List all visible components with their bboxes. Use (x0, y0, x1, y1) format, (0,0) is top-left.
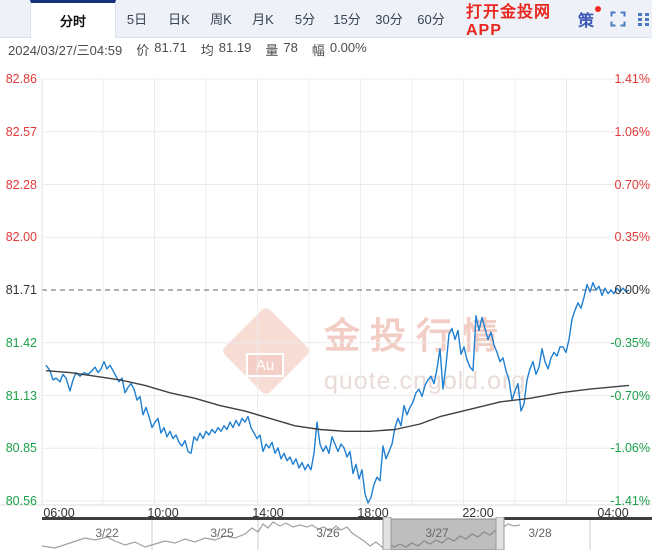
open-app-link[interactable]: 打开金投网APP (466, 3, 552, 39)
tab-time-share[interactable]: 分时 (30, 0, 116, 38)
y-axis-label-right: 1.06% (614, 124, 650, 139)
y-axis-label-right: 0.35% (614, 230, 650, 245)
y-axis-label-left: 82.28 (5, 177, 37, 192)
volume-value: 78 (283, 39, 298, 55)
y-axis-label-right: -0.70% (610, 388, 650, 403)
y-axis-label-left: 80.85 (5, 441, 37, 456)
navigator-handle-left[interactable] (382, 517, 392, 550)
fullscreen-icon[interactable] (610, 0, 626, 37)
quote-volume: 量 78 (265, 40, 297, 59)
x-axis-label: 14:00 (252, 506, 284, 520)
tab-60min[interactable]: 60分 (417, 12, 445, 27)
y-axis-label-left: 82.57 (5, 124, 37, 139)
quote-price: 价 81.71 (136, 40, 187, 59)
price-plot[interactable] (0, 60, 652, 506)
x-axis-label: 10:00 (147, 506, 179, 520)
x-axis-label: 04:00 (597, 506, 629, 520)
strategy-button[interactable]: 策 (577, 0, 601, 37)
y-axis-label-left: 81.13 (5, 388, 37, 403)
y-axis-label-left: 80.56 (5, 494, 37, 508)
tabbar: 分时 5日 日K 周K 月K 5分 15分 30分 60分 打开金投网APP 策 (0, 0, 652, 39)
y-axis-label-left: 82.00 (5, 230, 37, 245)
navigator-date-label: 3/26 (316, 526, 340, 540)
volume-label: 量 (265, 42, 279, 58)
navigator-date-label: 3/22 (95, 526, 119, 540)
tab-day-k[interactable]: 日K (168, 12, 190, 27)
intraday-chart: Au 金投行情 quote.cngold.org 82.86 82.57 82.28… (0, 60, 652, 550)
price-label: 价 (136, 42, 150, 58)
x-axis-label: 22:00 (462, 506, 494, 520)
strategy-label: 策 (577, 12, 594, 30)
notification-dot (595, 6, 601, 12)
avg-value: 81.19 (218, 39, 252, 55)
tab-month-k[interactable]: 月K (252, 12, 274, 27)
quote-info-bar: 2024/03/27/三04:59 价 81.71 均 81.19 量 78 幅… (0, 38, 652, 60)
y-axis-label-right: 0.00% (614, 283, 650, 297)
price-line (45, 281, 630, 504)
y-axis-label-right: 1.41% (614, 72, 650, 86)
navigator-selection[interactable] (390, 518, 497, 550)
navigator-date-label: 3/28 (528, 526, 552, 540)
y-axis-label-right: -0.35% (610, 335, 650, 350)
price-value: 81.71 (154, 39, 187, 55)
x-axis-label: 18:00 (357, 506, 389, 520)
quote-average: 均 81.19 (201, 40, 252, 59)
y-axis-label-right: -1.06% (610, 441, 650, 456)
navigator-handle-right[interactable] (495, 517, 505, 550)
average-line (45, 370, 630, 432)
y-axis-label-right: 0.70% (614, 177, 650, 192)
navigator-date-label: 3/27 (425, 526, 449, 540)
quote-datetime: 2024/03/27/三04:59 (8, 42, 123, 58)
y-axis-label-left: 81.42 (5, 335, 37, 350)
avg-label: 均 (200, 42, 214, 58)
tab-30min[interactable]: 30分 (375, 12, 403, 27)
change-label: 幅 (311, 42, 325, 58)
navigator-date-label: 3/25 (210, 526, 234, 540)
range-navigator[interactable]: 3/22 3/25 3/26 3/27 3/28 (0, 517, 652, 550)
menu-icon[interactable] (638, 0, 652, 37)
navigator-mini-line (41, 521, 521, 549)
x-axis-label: 06:00 (43, 506, 75, 520)
tab-week-k[interactable]: 周K (210, 12, 232, 27)
tab-5day[interactable]: 5日 (126, 12, 148, 27)
y-axis-label-right: -1.41% (610, 494, 650, 508)
tab-5min[interactable]: 5分 (294, 12, 316, 27)
change-value: 0.00% (329, 39, 367, 55)
y-axis-label-left: 81.71 (5, 283, 37, 297)
quote-change: 幅 0.00% (312, 40, 367, 59)
y-axis-label-left: 82.86 (5, 72, 37, 86)
tab-15min[interactable]: 15分 (333, 12, 361, 27)
